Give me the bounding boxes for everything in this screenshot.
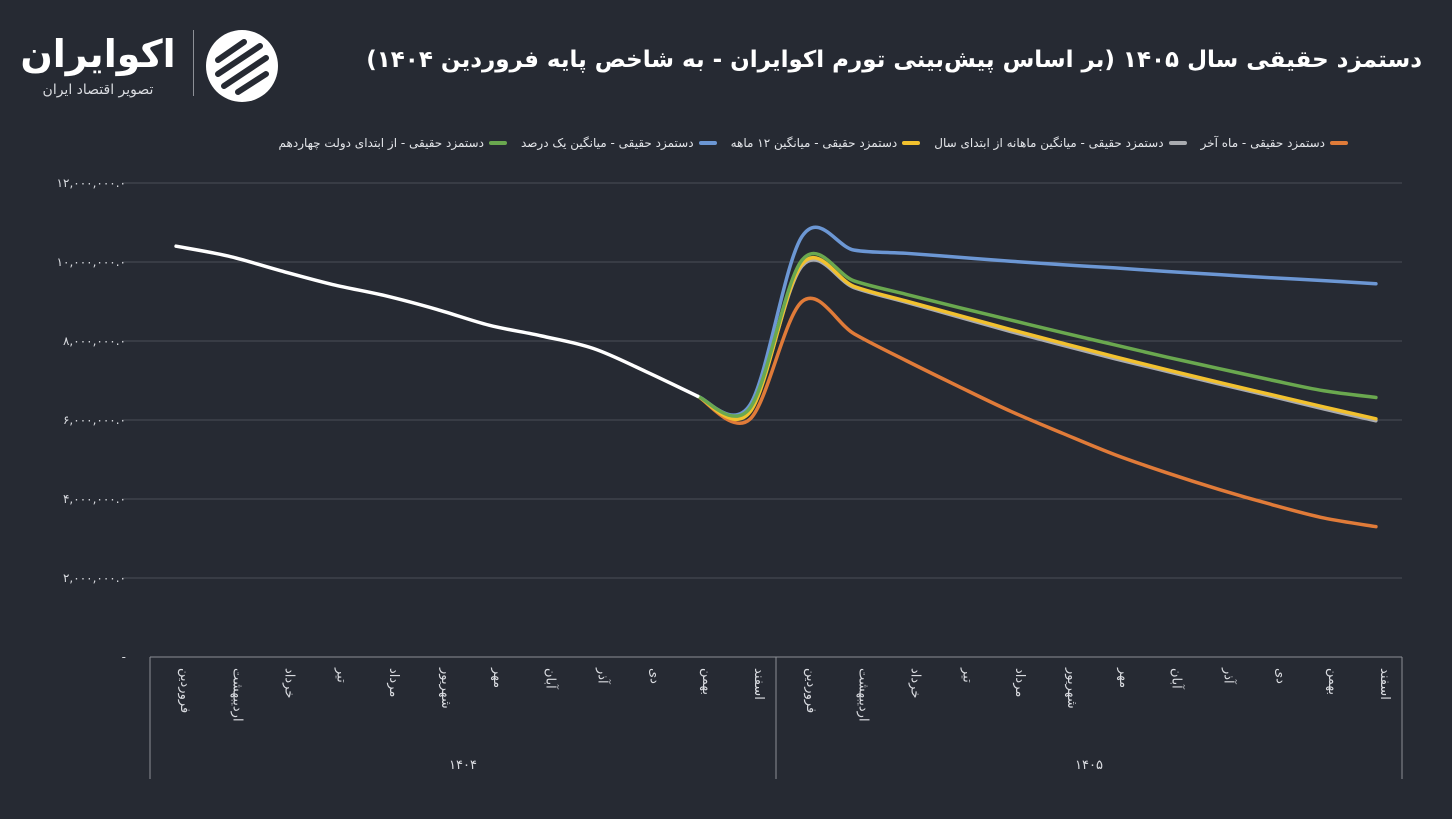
x-tick-label: مهر bbox=[490, 667, 505, 688]
chart-legend: دستمزد حقیقی - از ابتدای دولت چهاردهم دست… bbox=[279, 136, 1348, 150]
legend-label: دستمزد حقیقی - میانگین ۱۲ ماهه bbox=[730, 136, 898, 150]
x-tick-label: فروردین bbox=[177, 668, 192, 713]
x-tick-label: دی bbox=[1273, 668, 1288, 684]
series-line bbox=[696, 251, 1378, 418]
y-tick-label: ۱۲,۰۰۰,۰۰۰.۰ bbox=[57, 176, 126, 190]
legend-item: دستمزد حقیقی - از ابتدای دولت چهاردهم bbox=[279, 136, 507, 150]
x-tick-label: مرداد bbox=[386, 668, 401, 697]
x-tick-label: شهریور bbox=[1064, 667, 1079, 709]
legend-swatch bbox=[698, 141, 717, 145]
legend-swatch bbox=[1168, 141, 1187, 145]
legend-swatch bbox=[488, 141, 507, 145]
ecoiran-mark-icon bbox=[206, 30, 278, 102]
y-tick-label: ۲,۰۰۰,۰۰۰.۰ bbox=[63, 571, 126, 585]
logo-name: اکوایران bbox=[20, 32, 176, 76]
y-tick-label: ۸,۰۰۰,۰۰۰.۰ bbox=[63, 334, 126, 348]
y-tick-label: ۶,۰۰۰,۰۰۰.۰ bbox=[63, 413, 126, 427]
group-label: ۱۴۰۵ bbox=[1075, 758, 1103, 773]
legend-item: دستمزد حقیقی - میانگین یک درصد bbox=[521, 136, 717, 150]
x-tick-label: تیر bbox=[334, 667, 349, 683]
legend-item: دستمزد حقیقی - میانگین ماهانه از ابتدای … bbox=[934, 136, 1187, 150]
x-tick-label: خرداد bbox=[907, 668, 922, 698]
x-tick-label: تیر bbox=[960, 667, 975, 683]
x-tick-label: مهر bbox=[1116, 667, 1131, 688]
legend-item: دستمزد حقیقی - ماه آخر bbox=[1201, 136, 1348, 150]
x-tick-label: اردیبهشت bbox=[229, 668, 244, 722]
series-line bbox=[174, 244, 700, 399]
x-tick-label: آذر bbox=[594, 667, 611, 685]
legend-item: دستمزد حقیقی - میانگین ۱۲ ماهه bbox=[731, 136, 921, 150]
x-tick-label: مرداد bbox=[1012, 668, 1027, 697]
y-tick-label: ۱۰,۰۰۰,۰۰۰.۰ bbox=[57, 255, 126, 269]
y-tick-label: ۴,۰۰۰,۰۰۰.۰ bbox=[63, 492, 126, 506]
x-tick-label: بهمن bbox=[1325, 668, 1340, 695]
group-label: ۱۴۰۴ bbox=[449, 758, 477, 773]
legend-label: دستمزد حقیقی - از ابتدای دولت چهاردهم bbox=[278, 136, 484, 150]
x-tick-label: خرداد bbox=[281, 668, 296, 698]
x-tick-label: اسفند bbox=[1377, 668, 1392, 700]
x-tick-label: فروردین bbox=[803, 668, 818, 713]
x-tick-label: اردیبهشت bbox=[855, 668, 870, 722]
series-line bbox=[696, 296, 1378, 529]
logo-divider bbox=[193, 30, 194, 96]
legend-swatch bbox=[902, 141, 921, 145]
legend-swatch bbox=[1330, 141, 1348, 145]
chart-title: دستمزد حقیقی سال ۱۴۰۵ (بر اساس پیش‌بینی … bbox=[366, 47, 1422, 73]
legend-label: دستمزد حقیقی - میانگین ماهانه از ابتدای … bbox=[934, 136, 1164, 150]
x-tick-label: بهمن bbox=[699, 668, 714, 695]
x-tick-label: شهریور bbox=[438, 667, 453, 709]
x-tick-label: دی bbox=[647, 668, 662, 684]
legend-label: دستمزد حقیقی - ماه آخر bbox=[1200, 136, 1325, 150]
logo-subtitle: تصویر اقتصاد ایران bbox=[42, 82, 154, 98]
y-tick-label: - bbox=[122, 650, 126, 664]
logo: اکوایران تصویر اقتصاد ایران bbox=[14, 24, 284, 114]
x-tick-label: آذر bbox=[1220, 667, 1237, 685]
x-tick-label: آبان bbox=[1168, 668, 1185, 690]
x-tick-label: آبان bbox=[542, 668, 559, 690]
x-tick-label: اسفند bbox=[751, 668, 766, 700]
legend-label: دستمزد حقیقی - میانگین یک درصد bbox=[520, 136, 694, 150]
series-line bbox=[696, 225, 1378, 417]
